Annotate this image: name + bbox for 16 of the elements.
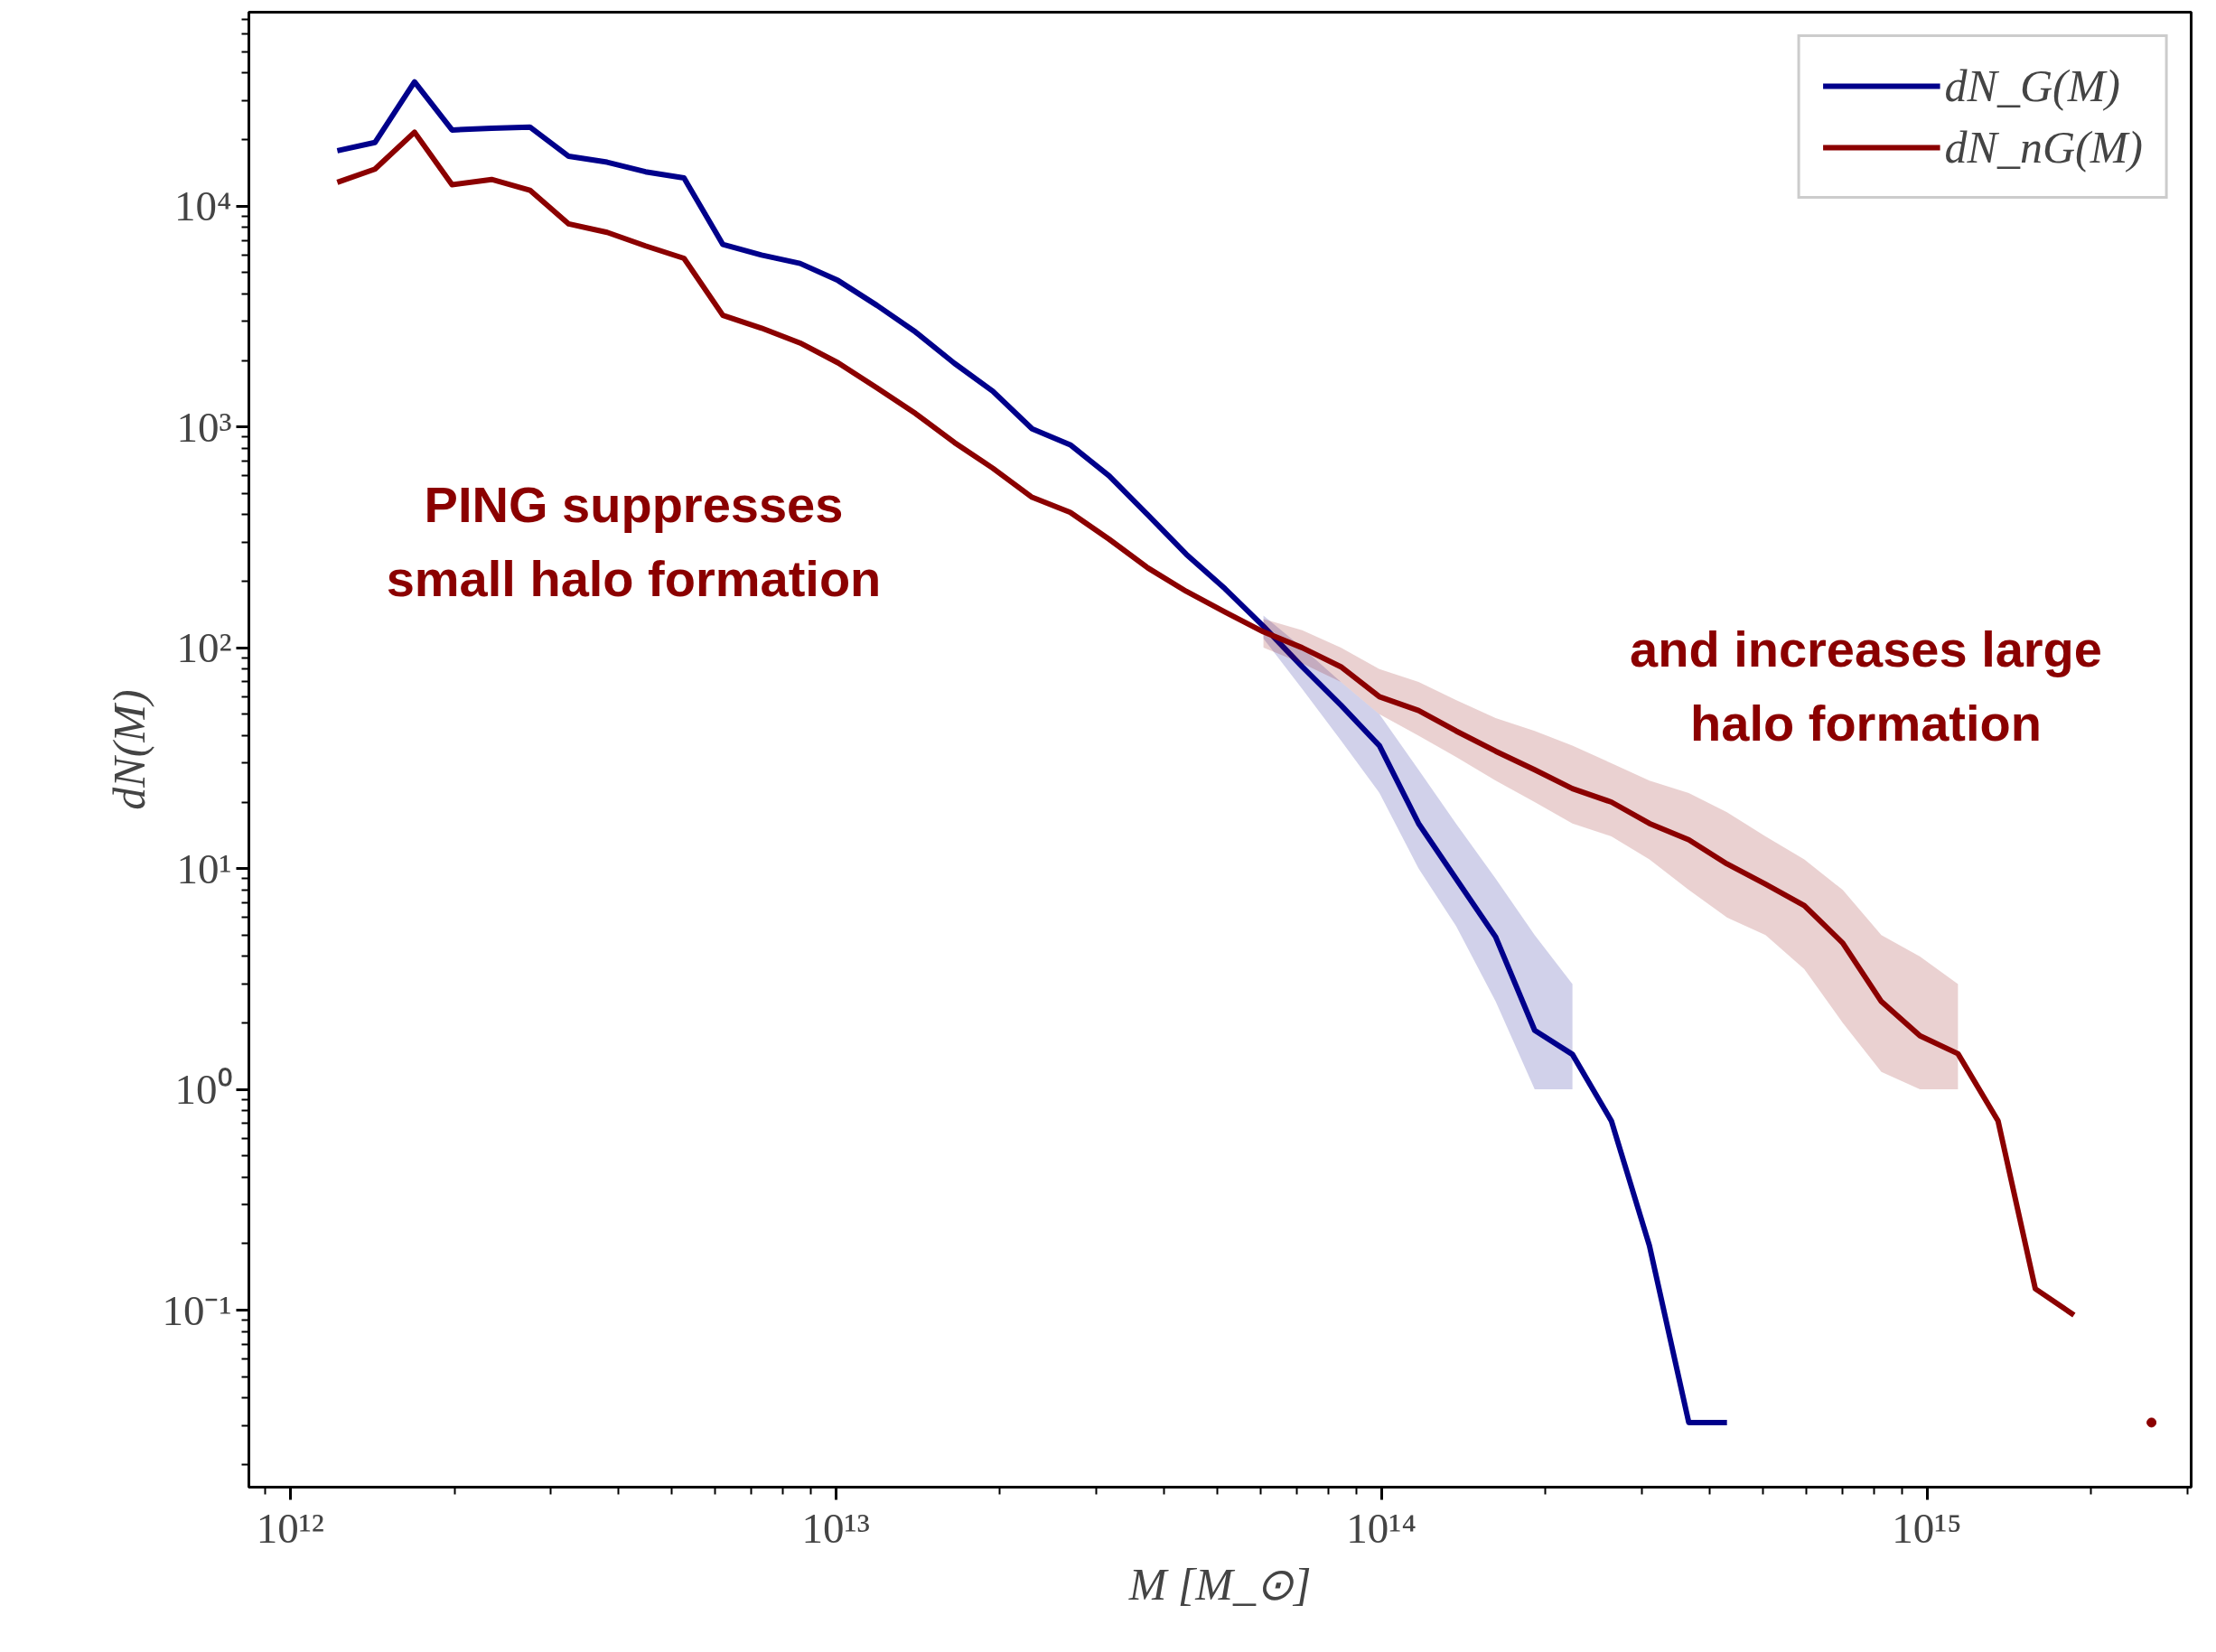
legend-label: dN_nG(M) (1944, 121, 2143, 173)
x-tick-label: 10¹⁵ (1892, 1504, 1962, 1552)
x-tick-label: 10¹⁴ (1346, 1504, 1417, 1552)
annotation: PING suppresses small halo formation (386, 476, 882, 607)
legend-label: dN_G(M) (1944, 60, 2120, 112)
y-tick-label: 10⁴ (174, 182, 232, 230)
y-tick-label: 10³ (176, 403, 232, 451)
y-tick-label: 10¹ (176, 845, 232, 892)
y-tick-label: 10² (176, 624, 232, 672)
y-tick-label: 10⁰ (174, 1066, 232, 1114)
x-axis-title: M [M_⊙] (1127, 1558, 1312, 1610)
x-tick-label: 10¹² (256, 1504, 324, 1552)
annotation: and increases large halo formation (1630, 621, 2102, 751)
y-axis-title: dN(M) (104, 689, 155, 810)
x-tick-label: 10¹³ (801, 1504, 870, 1552)
y-tick-label: 10⁻¹ (162, 1286, 232, 1334)
